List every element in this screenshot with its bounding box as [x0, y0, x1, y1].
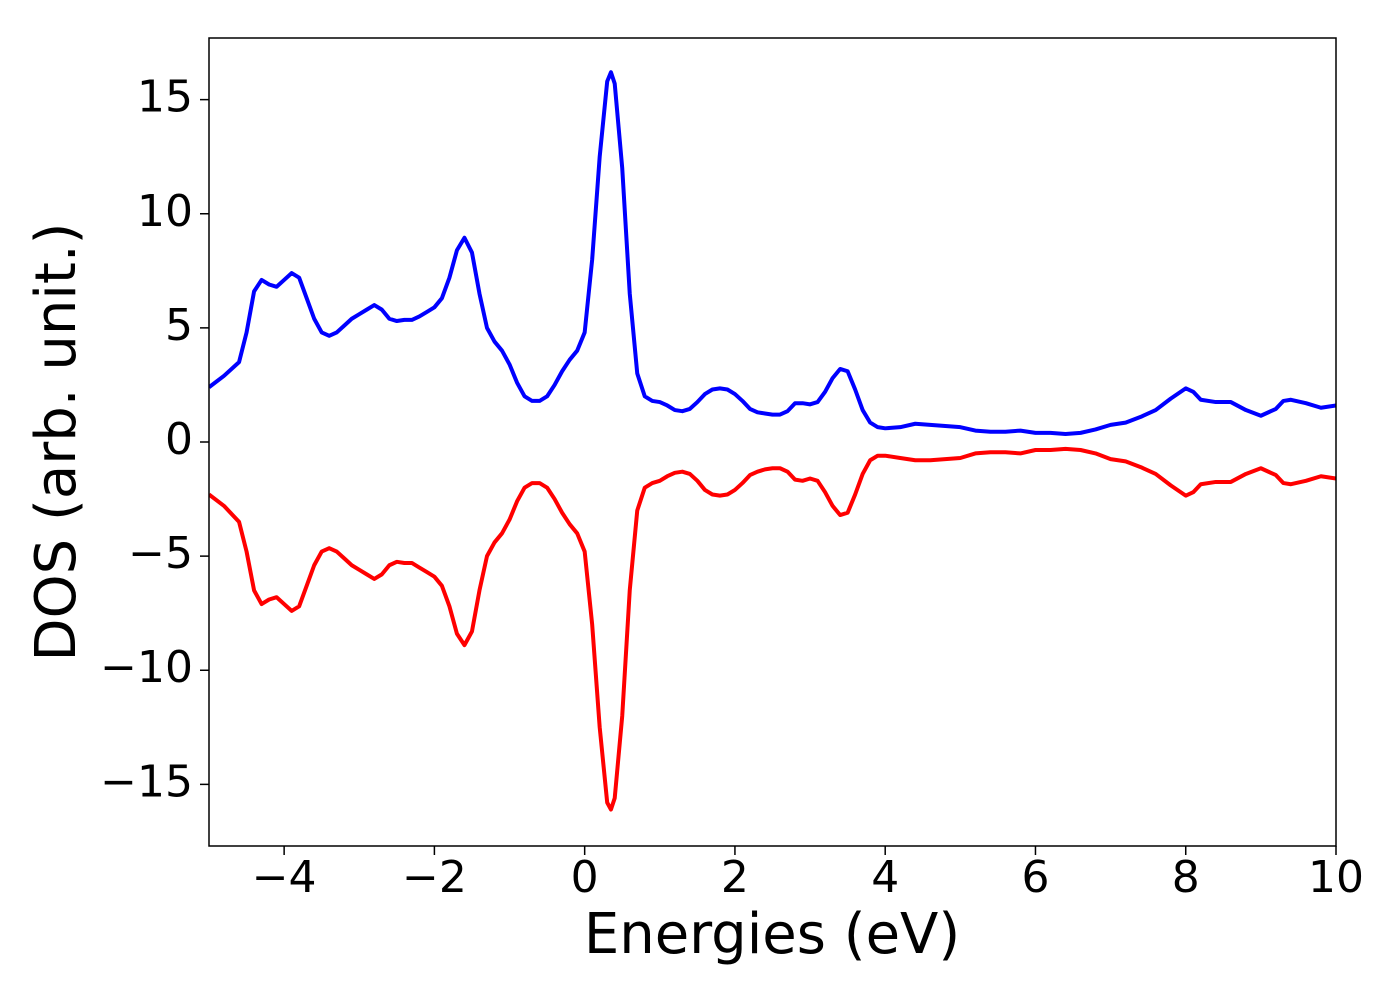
- x-tick-label: −2: [402, 852, 467, 903]
- series-line: [209, 446, 1336, 812]
- x-tick-label: 0: [571, 852, 599, 903]
- x-tick-label: −4: [252, 852, 317, 903]
- x-tick-label: 8: [1172, 852, 1200, 903]
- plot-frame: [208, 37, 1337, 847]
- y-tick-label: −10: [100, 642, 193, 693]
- y-tick-label: −15: [100, 756, 193, 807]
- x-axis-label: Energies (eV): [584, 902, 960, 967]
- y-tick-label: 10: [137, 186, 193, 237]
- y-tick-label: 0: [165, 414, 193, 465]
- y-axis-label: DOS (arb. unit.): [24, 222, 89, 661]
- x-tick-label: 2: [721, 852, 749, 903]
- x-tick-label: 4: [871, 852, 899, 903]
- x-tick-label: 6: [1021, 852, 1049, 903]
- series-line: [209, 70, 1336, 437]
- y-tick-label: 5: [165, 300, 193, 351]
- y-tick-label: −5: [128, 528, 193, 579]
- x-tick-label: 10: [1308, 852, 1364, 903]
- y-tick-label: 15: [137, 72, 193, 123]
